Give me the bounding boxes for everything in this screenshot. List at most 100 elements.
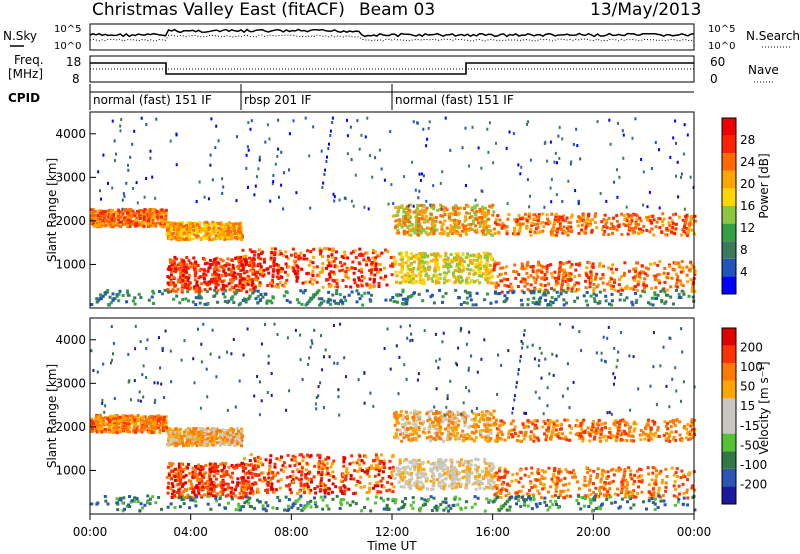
heatmap-cell [532,213,536,217]
heatmap-cell [477,263,481,267]
heatmap-cell [187,440,190,444]
heatmap-cell [507,213,511,217]
heatmap-cell [232,266,236,270]
heatmap-cell [475,210,479,214]
heatmap-cell [245,277,249,281]
heatmap-cell [625,219,629,223]
heatmap-cell [349,477,353,481]
heatmap-cell [120,211,124,215]
heatmap-cell [140,430,144,434]
heatmap-cell [683,123,686,127]
heatmap-cell [661,223,665,227]
heatmap-cell [270,250,274,254]
heatmap-cell [166,275,170,279]
heatmap-cell [336,285,340,289]
heatmap-cell [185,263,189,267]
heatmap-cell [368,486,372,490]
heatmap-cell [94,421,98,425]
heatmap-cell [154,224,158,228]
heatmap-cell [212,237,216,241]
heatmap-cell [467,228,471,232]
heatmap-cell [208,287,212,291]
heatmap-cell [200,474,204,478]
heatmap-cell [382,485,386,489]
heatmap-cell [474,265,478,269]
heatmap-cell [472,258,476,262]
heatmap-cell [484,269,488,273]
heatmap-cell [208,432,212,436]
heatmap-cell [682,152,685,156]
heatmap-cell [484,275,488,278]
heatmap-cell [270,284,274,288]
heatmap-cell [437,277,441,281]
heatmap-cell [225,227,229,231]
heatmap-cell [296,272,300,276]
heatmap-cell [449,224,453,228]
heatmap-cell [300,470,304,474]
heatmap-cell [468,291,472,295]
heatmap-cell [247,185,249,189]
heatmap-cell [546,291,550,295]
heatmap-cell [243,297,246,301]
heatmap-cell [539,268,543,272]
heatmap-cell [589,276,593,280]
heatmap-cell [397,231,401,235]
heatmap-cell [99,419,103,422]
heatmap-cell [143,427,147,431]
heatmap-cell [311,269,315,273]
heatmap-cell [305,257,309,261]
heatmap-cell [303,491,307,495]
heatmap-cell [284,250,288,254]
heatmap-cell [269,265,272,269]
heatmap-cell [396,300,400,304]
heatmap-cell [582,294,586,298]
heatmap-cell [524,217,528,221]
heatmap-cell [130,220,133,224]
heatmap-cell [338,198,341,202]
heatmap-cell [372,251,375,254]
heatmap-cell [646,205,649,209]
heatmap-cell [623,271,626,275]
heatmap-cell [216,232,220,236]
heatmap-cell [186,221,190,225]
heatmap-cell [229,237,233,241]
heatmap-cell [469,268,472,272]
heatmap-cell [187,238,191,241]
heatmap-cell [488,121,491,125]
heatmap-cell [219,441,223,445]
heatmap-cell [147,298,151,302]
heatmap-cell [158,211,162,215]
heatmap-cell [187,231,191,235]
heatmap-cell [551,275,555,279]
heatmap-cell [127,218,131,222]
heatmap-cell [296,269,300,273]
heatmap-cell [367,474,371,478]
heatmap-cell [250,489,254,493]
heatmap-cell [532,217,536,221]
heatmap-cell [638,274,641,278]
heatmap-cell [237,463,241,467]
heatmap-cell [576,281,580,285]
heatmap-cell [240,436,244,440]
heatmap-cell [483,298,487,302]
heatmap-cell [598,290,602,294]
heatmap-cell [203,258,207,262]
heatmap-cell [353,469,357,473]
heatmap-cell [126,422,130,426]
heatmap-cell [204,282,208,286]
heatmap-cell [184,473,188,477]
heatmap-cell [130,417,134,421]
heatmap-cell [408,220,411,224]
heatmap-cell [280,150,283,154]
heatmap-cell [389,298,393,302]
heatmap-cell [221,230,225,233]
heatmap-cell [492,265,496,269]
heatmap-cell [177,234,181,238]
heatmap-cell [521,222,525,226]
heatmap-cell [634,117,637,121]
heatmap-cell [125,300,129,304]
heatmap-cell [489,281,493,285]
heatmap-cell [689,175,692,179]
heatmap-cell [506,217,510,221]
heatmap-cell [206,229,210,233]
